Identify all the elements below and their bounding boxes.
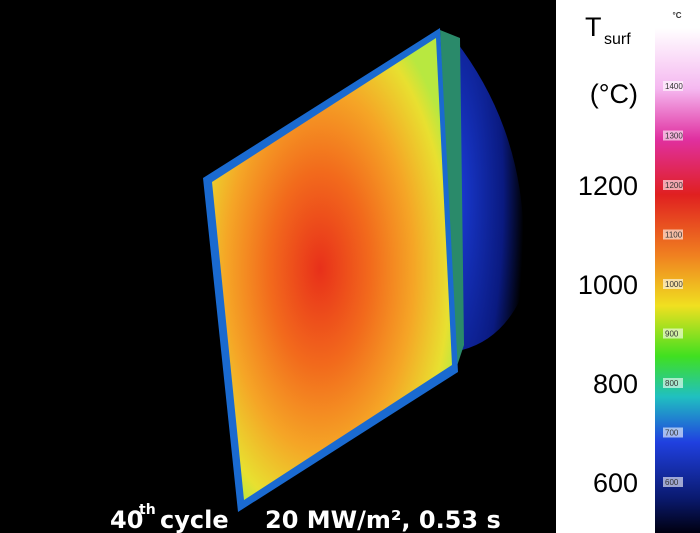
- colorbar-label: 1100: [665, 231, 683, 240]
- axis-label: 600: [593, 468, 638, 498]
- colorbar-label: 1200: [665, 181, 683, 190]
- axis-symbol: T: [585, 12, 602, 42]
- thermal-screenshot: T surf (°C) °C 40 th cycle 20 MW/m², 0.5…: [0, 0, 700, 533]
- colorbar-label: 1000: [665, 280, 683, 289]
- colorbar-label: 1400: [665, 82, 683, 91]
- axis-label: 1000: [578, 270, 638, 300]
- axis-subscript: surf: [604, 31, 631, 48]
- axis-label: 1200: [578, 171, 638, 201]
- caption-suffix: th: [139, 502, 156, 518]
- colorbar-unit: °C: [673, 11, 682, 20]
- colorbar-label: 800: [665, 379, 679, 388]
- axis-unit: (°C): [590, 79, 638, 109]
- caption-conditions: 20 MW/m², 0.53 s: [265, 506, 501, 533]
- colorbar-label: 1300: [665, 132, 683, 141]
- colorbar-label: 900: [665, 330, 679, 339]
- caption-word: cycle: [160, 506, 229, 533]
- colorbar-label: 700: [665, 429, 679, 438]
- colorbar-label: 600: [665, 478, 679, 487]
- axis-label: 800: [593, 369, 638, 399]
